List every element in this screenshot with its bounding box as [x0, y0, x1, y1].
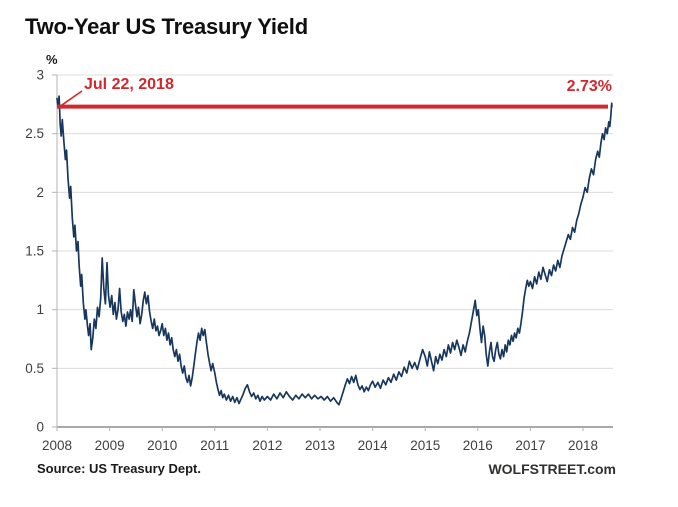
x-tick-label: 2015 — [410, 438, 440, 453]
x-tick-label: 2010 — [147, 438, 177, 453]
x-tick-label: 2013 — [305, 438, 335, 453]
x-tick-label: 2012 — [252, 438, 282, 453]
y-tick-label: 0.5 — [25, 361, 44, 376]
annotation-leader-line — [60, 90, 83, 107]
y-tick-label: 3 — [36, 68, 44, 83]
chart-title: Two-Year US Treasury Yield — [25, 14, 308, 39]
y-axis-unit-label: % — [46, 52, 58, 67]
x-tick-label: 2016 — [463, 438, 493, 453]
x-tick-label: 2011 — [200, 438, 229, 453]
x-tick-label: 2018 — [568, 438, 598, 453]
x-tick-label: 2008 — [42, 438, 72, 453]
yield-line-series — [56, 95, 613, 406]
y-tick-label: 2.5 — [25, 126, 44, 141]
y-tick-label: 0 — [36, 420, 44, 435]
y-tick-label: 2 — [36, 185, 44, 200]
x-tick-label: 2009 — [95, 438, 125, 453]
annotation-value-label: 2.73% — [566, 78, 612, 95]
brand-label: WOLFSTREET.com — [488, 461, 616, 477]
x-tick-label: 2017 — [515, 438, 545, 453]
source-label: Source: US Treasury Dept. — [37, 461, 201, 476]
y-tick-label: 1 — [36, 302, 44, 317]
annotation-date-label: Jul 22, 2018 — [84, 76, 174, 93]
x-tick-label: 2014 — [358, 438, 389, 453]
y-tick-label: 1.5 — [25, 244, 44, 259]
